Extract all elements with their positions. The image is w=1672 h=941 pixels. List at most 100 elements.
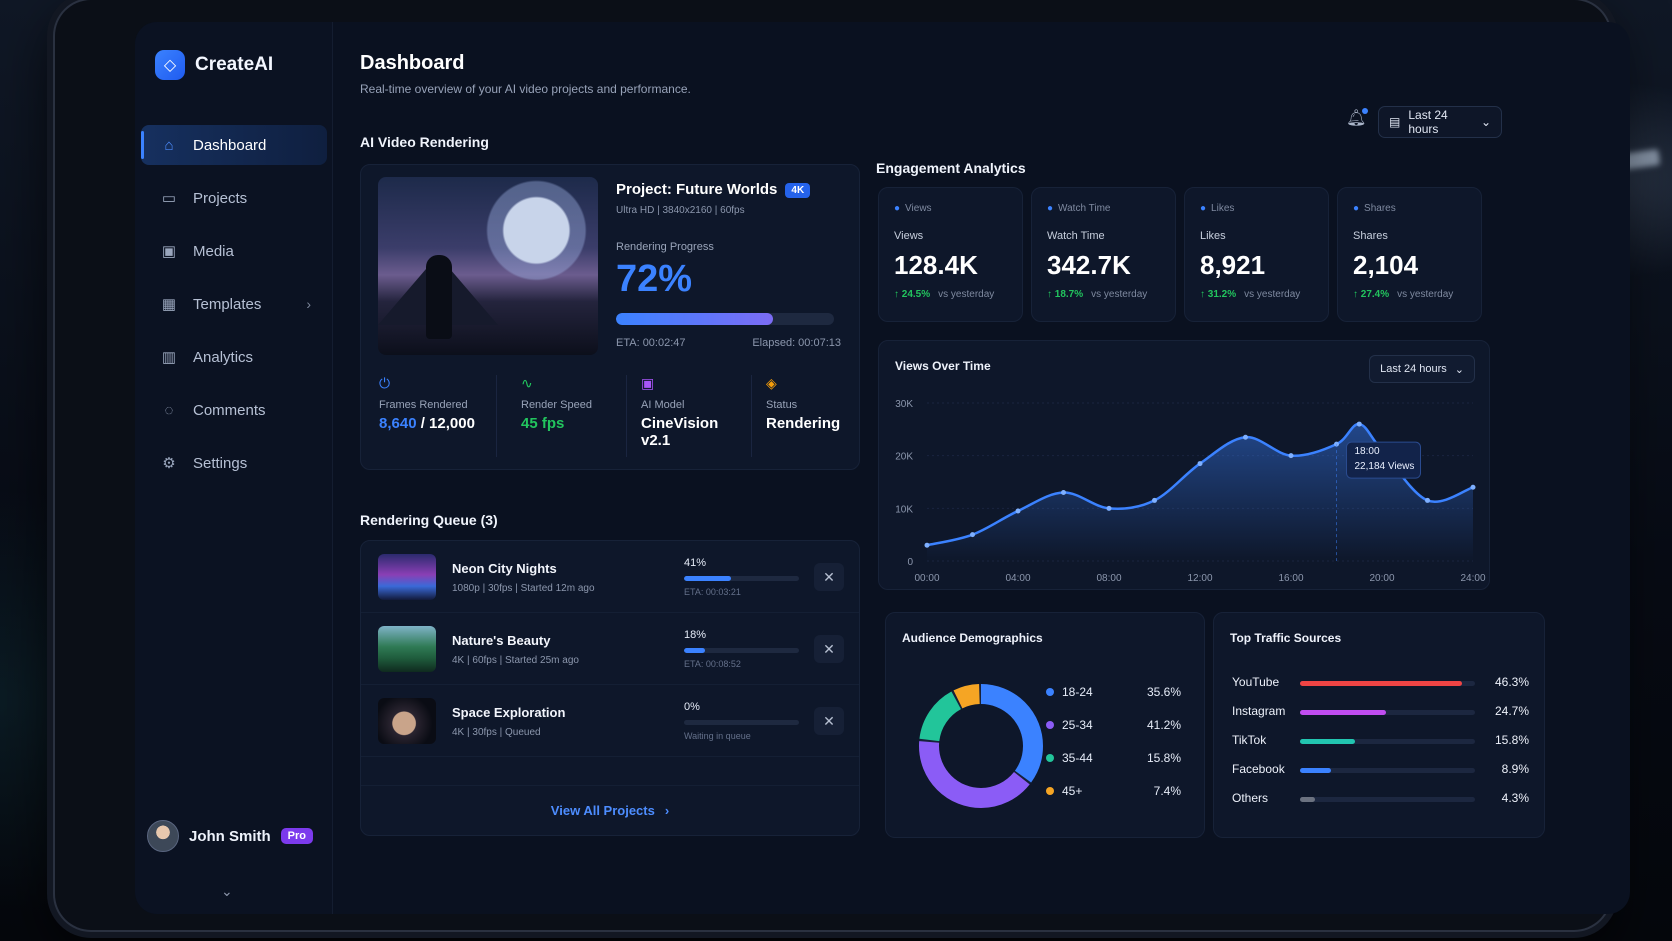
- view-all-projects-link[interactable]: View All Projects ›: [361, 785, 859, 835]
- traffic-row: Instagram 24.7%: [1232, 704, 1529, 724]
- legend-dot: [1046, 688, 1054, 696]
- traffic-bar: [1300, 681, 1463, 686]
- data-point[interactable]: [1061, 490, 1066, 496]
- kpi-label: Views: [894, 230, 924, 242]
- stat-label: AI Model: [641, 399, 685, 411]
- folder-icon: ▭: [161, 190, 177, 207]
- queue-eta: ETA: 00:03:21: [684, 587, 741, 597]
- sidebar-item-templates[interactable]: ▦ Templates ›: [141, 284, 327, 324]
- close-icon: ✕: [823, 568, 835, 585]
- sidebar-item-label: Settings: [193, 454, 248, 472]
- power-icon: ⏻: [379, 375, 391, 391]
- traffic-bar: [1300, 710, 1387, 715]
- queue-percent: 41%: [684, 557, 707, 569]
- donut-slice[interactable]: [919, 684, 1043, 808]
- legend-value: 41.2%: [1146, 718, 1181, 732]
- data-point[interactable]: [1425, 497, 1430, 503]
- traffic-value: 4.3%: [1501, 791, 1529, 805]
- kpi-card-views[interactable]: ● Views Views 128.4K ↑ 24.5% vs yesterday: [878, 187, 1023, 322]
- chart-range-select[interactable]: Last 24 hours ⌄: [1369, 355, 1475, 383]
- bell-icon[interactable]: 🔔︎: [1346, 108, 1368, 127]
- stat-status: ◈ Status Rendering: [752, 375, 860, 457]
- donut-slice[interactable]: [919, 684, 1043, 808]
- queue-row[interactable]: Space Exploration 4K | 30fps | Queued 0%…: [361, 685, 859, 757]
- traffic-bar-track: [1300, 681, 1475, 686]
- queue-title: Nature's Beauty: [452, 633, 551, 648]
- legend-item: 18-24 35.6%: [1046, 685, 1181, 699]
- queue-row[interactable]: Neon City Nights 1080p | 30fps | Started…: [361, 541, 859, 613]
- queue-card: Neon City Nights 1080p | 30fps | Started…: [360, 540, 860, 836]
- cancel-render-button[interactable]: ✕: [814, 563, 844, 591]
- time-range-select[interactable]: ▤ Last 24 hours ⌄: [1378, 106, 1502, 138]
- sidebar-item-media[interactable]: ▣ Media: [141, 231, 327, 271]
- legend-item: 25-34 41.2%: [1046, 718, 1181, 732]
- demographics-donut: [919, 684, 1043, 808]
- close-icon: ✕: [823, 640, 835, 657]
- traffic-row: YouTube 46.3%: [1232, 675, 1529, 695]
- stat-label: Status: [766, 399, 798, 411]
- traffic-value: 15.8%: [1494, 733, 1529, 747]
- queue-percent: 0%: [684, 701, 700, 713]
- queue-title: Neon City Nights: [452, 561, 557, 576]
- calendar-icon: ▤: [1389, 115, 1401, 129]
- legend-label: 45+: [1062, 784, 1083, 798]
- kpi-compare: vs yesterday: [938, 289, 995, 300]
- data-point[interactable]: [1288, 453, 1294, 459]
- queue-row[interactable]: Nature's Beauty 4K | 60fps | Started 25m…: [361, 613, 859, 685]
- data-point[interactable]: [970, 532, 975, 538]
- queue-eta: Waiting in queue: [684, 731, 751, 741]
- kpi-card-shares[interactable]: ● Shares Shares 2,104 ↑ 27.4% vs yesterday: [1337, 187, 1482, 322]
- data-point[interactable]: [1470, 484, 1476, 490]
- chevron-down-icon: ⌄: [1454, 363, 1464, 376]
- kpi-compare: vs yesterday: [1397, 289, 1454, 300]
- project-name: Project: Future Worlds 4K: [616, 181, 811, 198]
- data-point[interactable]: [1152, 497, 1157, 503]
- sidebar-item-settings[interactable]: ⚙ Settings: [141, 443, 327, 483]
- legend-value: 7.4%: [1153, 784, 1181, 798]
- project-name-text: Project: Future Worlds: [616, 181, 778, 198]
- data-point[interactable]: [1243, 434, 1248, 440]
- project-thumbnail[interactable]: [378, 177, 598, 355]
- kpi-card-watch-time[interactable]: ● Watch Time Watch Time 342.7K ↑ 18.7% vs …: [1031, 187, 1176, 322]
- chevron-down-icon[interactable]: ⌄: [221, 883, 233, 899]
- queue-eta: ETA: 00:08:52: [684, 659, 741, 669]
- analytics-icon: ▥: [161, 349, 177, 366]
- data-point[interactable]: [1015, 508, 1021, 514]
- sidebar-item-dashboard[interactable]: ⌂ Dashboard: [141, 125, 327, 165]
- gear-icon: ⚙: [162, 455, 176, 472]
- chip-icon: ▣: [641, 375, 655, 391]
- avatar: [147, 820, 179, 852]
- tablet-device: ◇ CreateAI ⌂ Dashboard ▭ Projects ▣ Medi…: [55, 0, 1630, 930]
- traffic-source-label: YouTube: [1232, 675, 1280, 689]
- data-point[interactable]: [1106, 505, 1112, 511]
- legend-label: 35-44: [1062, 751, 1093, 765]
- stat-speed: ∿ Render Speed 45 fps: [507, 375, 627, 457]
- progress-value: 72%: [616, 258, 693, 300]
- data-point[interactable]: [1197, 461, 1203, 467]
- data-point[interactable]: [924, 542, 930, 548]
- cancel-render-button[interactable]: ✕: [814, 635, 844, 663]
- kpi-value: 8,921: [1200, 250, 1266, 280]
- queue-thumbnail: [378, 626, 436, 672]
- stat-value: 45 fps: [521, 415, 565, 432]
- y-tick-label: 20K: [895, 452, 913, 463]
- x-tick-label: 08:00: [1096, 573, 1121, 584]
- progress-label: Rendering Progress: [616, 241, 714, 253]
- sidebar-item-comments[interactable]: ◌ Comments: [141, 390, 327, 430]
- sidebar-item-analytics[interactable]: ▥ Analytics: [141, 337, 327, 377]
- sidebar-item-label: Comments: [193, 401, 266, 419]
- x-tick-label: 04:00: [1005, 573, 1030, 584]
- cancel-render-button[interactable]: ✕: [814, 707, 844, 735]
- kpi-card-likes[interactable]: ● Likes Likes 8,921 ↑ 31.2% vs yesterday: [1184, 187, 1329, 322]
- brand[interactable]: ◇ CreateAI: [155, 50, 273, 80]
- eta-text: ETA: 00:02:47: [616, 337, 686, 349]
- queue-progress-fill: [684, 576, 732, 581]
- sidebar-item-projects[interactable]: ▭ Projects: [141, 178, 327, 218]
- legend-dot: [1046, 787, 1054, 795]
- frames-done: 8,640: [379, 415, 417, 432]
- user-profile[interactable]: John Smith Pro: [147, 820, 314, 852]
- legend-item: 35-44 15.8%: [1046, 751, 1181, 765]
- app-screen: ◇ CreateAI ⌂ Dashboard ▭ Projects ▣ Medi…: [135, 22, 1630, 914]
- data-point[interactable]: [1356, 421, 1362, 427]
- traffic-card: Top Traffic Sources YouTube 46.3% Instagr…: [1213, 612, 1545, 838]
